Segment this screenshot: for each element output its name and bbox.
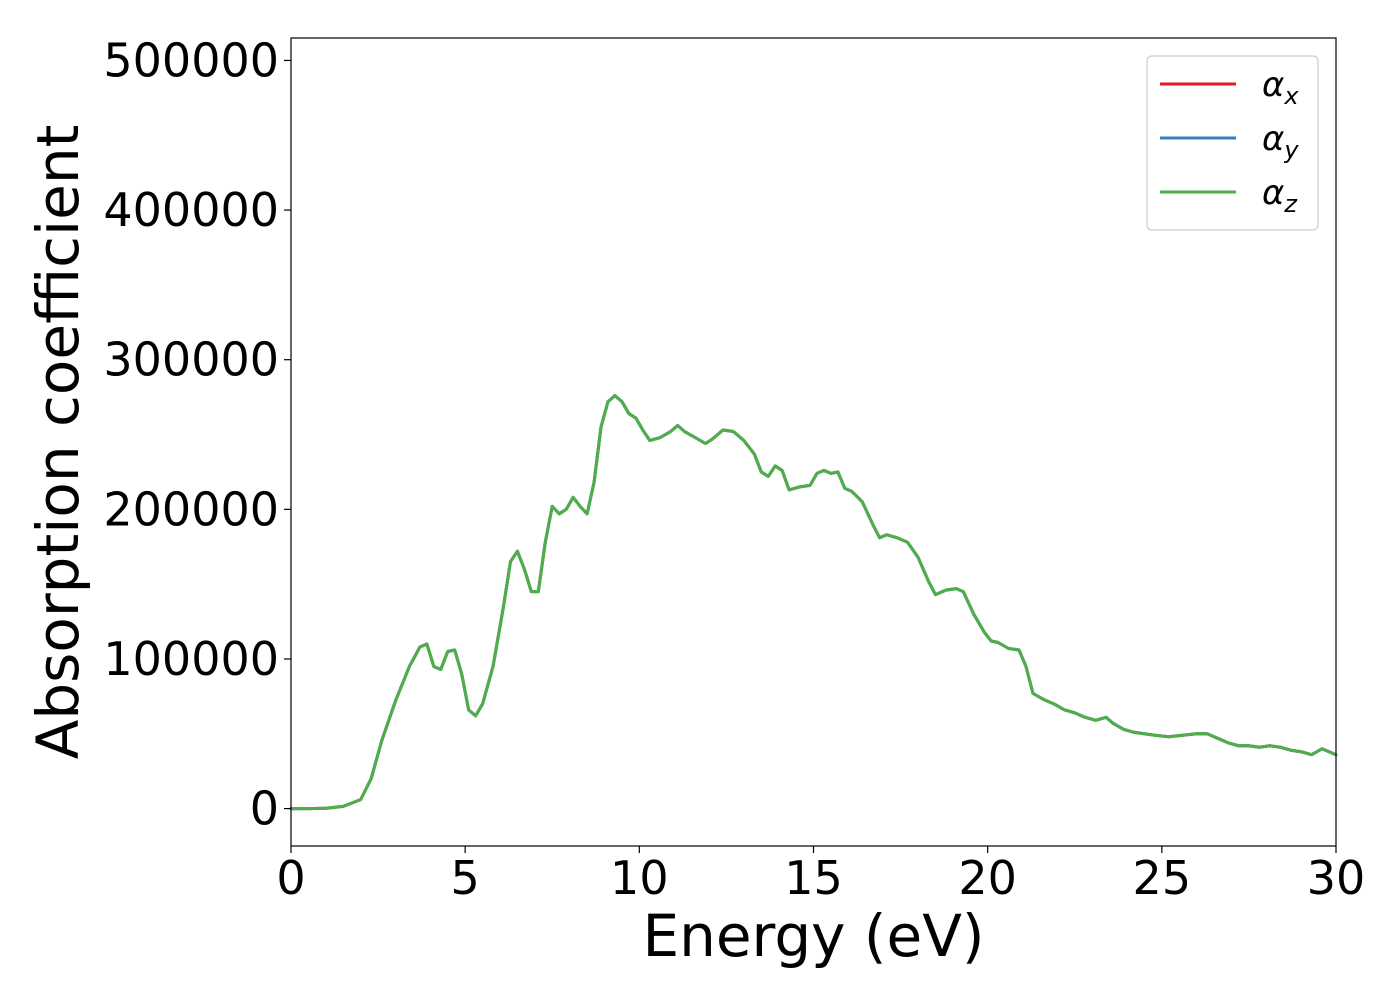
y-axis-title: Absorption coefficient bbox=[24, 125, 92, 760]
legend-label-0: αx bbox=[1262, 65, 1299, 110]
x-tick-label: 20 bbox=[958, 851, 1017, 905]
y-tick-label: 300000 bbox=[103, 333, 279, 387]
legend-subscript: z bbox=[1283, 190, 1298, 218]
x-tick-label: 5 bbox=[451, 851, 480, 905]
legend-symbol: α bbox=[1262, 173, 1284, 213]
y-axis-ticks: 0 100000 200000 300000 400000 500000 bbox=[103, 33, 291, 836]
y-tick-label: 200000 bbox=[103, 482, 279, 536]
legend-label-2: αz bbox=[1262, 173, 1298, 218]
legend-subscript: x bbox=[1283, 82, 1299, 110]
y-tick-label: 0 bbox=[250, 782, 279, 836]
legend-label-1: αy bbox=[1262, 119, 1299, 164]
x-tick-label: 0 bbox=[276, 851, 305, 905]
legend-subscript: y bbox=[1283, 136, 1299, 164]
x-axis-title: Energy (eV) bbox=[642, 902, 984, 970]
legend-symbol: α bbox=[1262, 119, 1284, 159]
x-axis-ticks: 0 5 10 15 20 25 30 bbox=[276, 846, 1365, 905]
legend-box bbox=[1146, 55, 1319, 231]
y-tick-label: 500000 bbox=[103, 33, 279, 87]
x-tick-label: 15 bbox=[784, 851, 843, 905]
x-tick-label: 30 bbox=[1307, 851, 1366, 905]
y-tick-label: 400000 bbox=[103, 183, 279, 237]
series-layer bbox=[289, 394, 1338, 811]
y-tick-label: 100000 bbox=[103, 632, 279, 686]
x-tick-label: 25 bbox=[1133, 851, 1192, 905]
x-tick-label: 10 bbox=[610, 851, 669, 905]
series-line-2 bbox=[289, 394, 1338, 811]
legend-symbol: α bbox=[1262, 65, 1284, 105]
